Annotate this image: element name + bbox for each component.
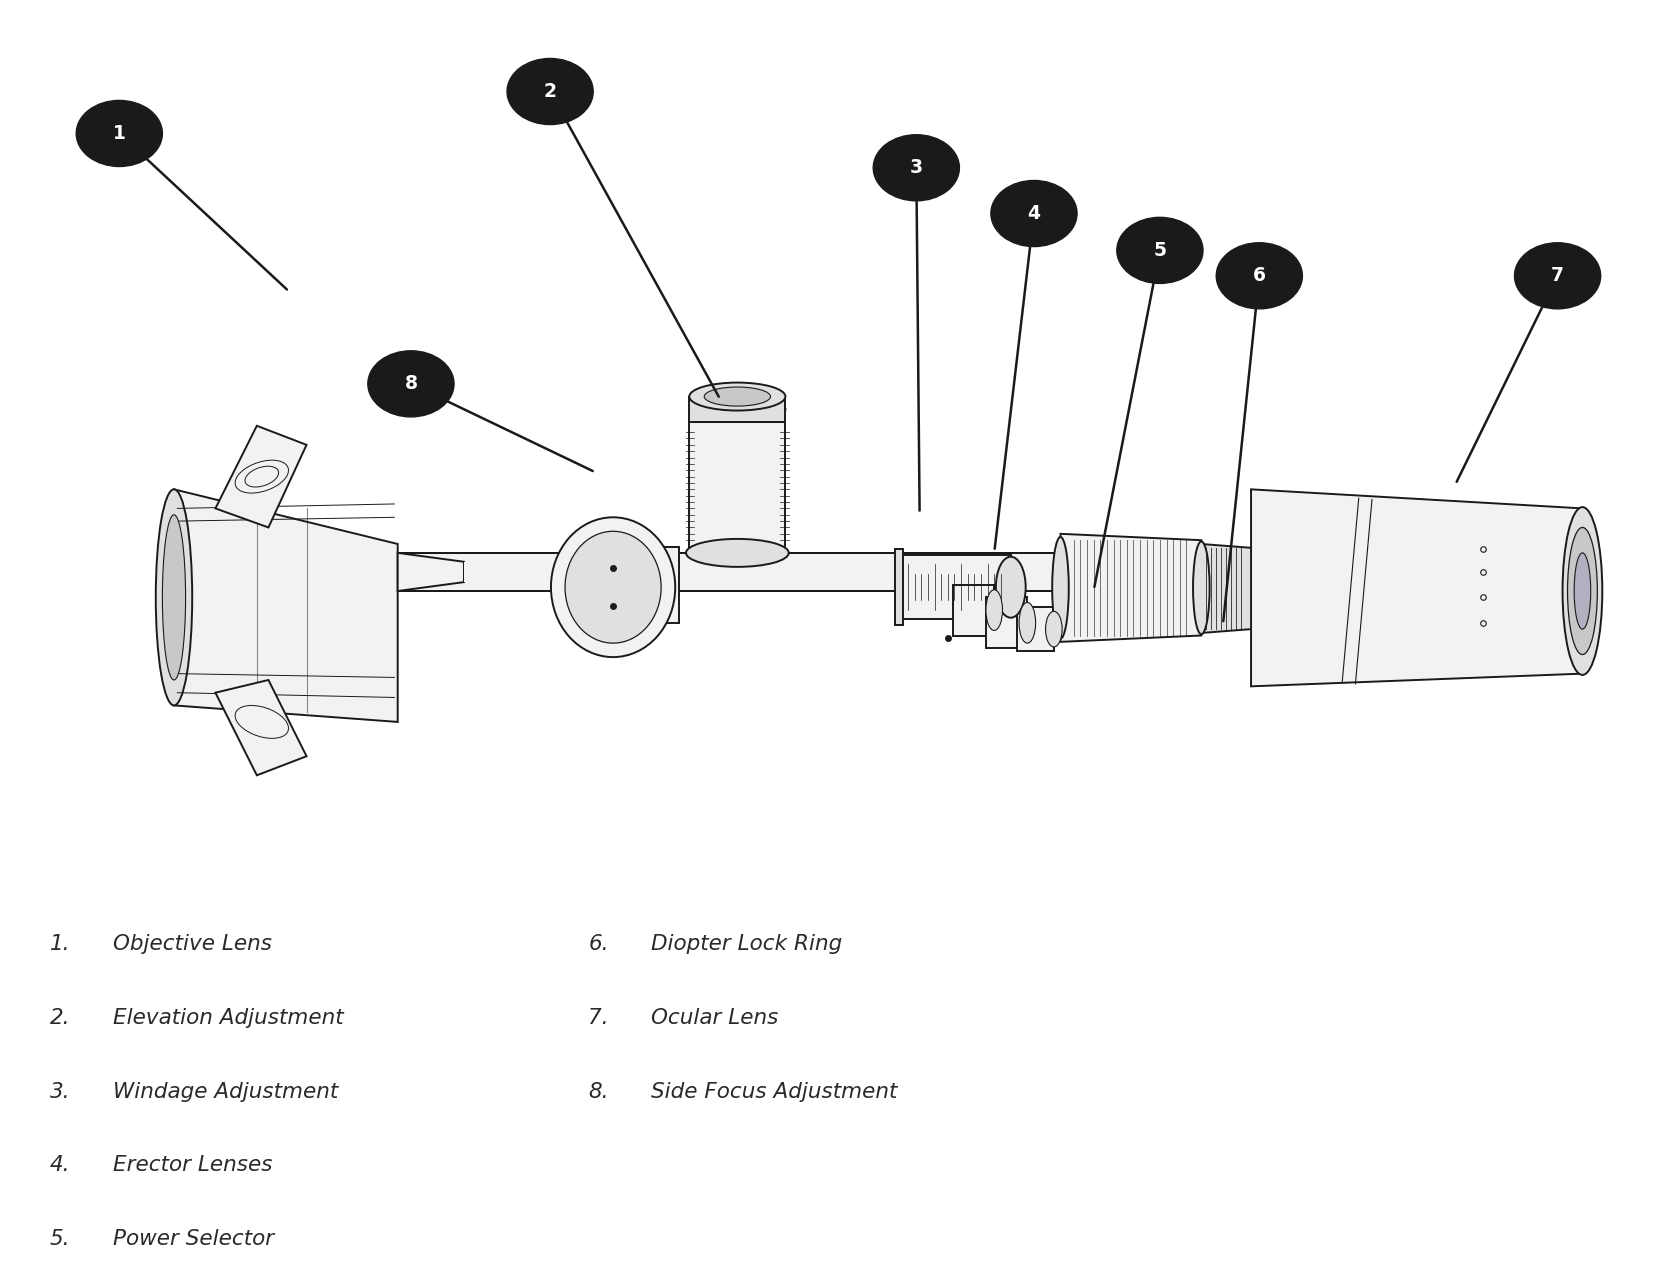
Text: 3: 3 bbox=[910, 159, 923, 177]
Text: Ocular Lens: Ocular Lens bbox=[651, 1008, 779, 1028]
Circle shape bbox=[1216, 243, 1302, 309]
Text: Side Focus Adjustment: Side Focus Adjustment bbox=[651, 1082, 898, 1102]
Ellipse shape bbox=[704, 386, 771, 407]
Polygon shape bbox=[398, 553, 1210, 591]
Ellipse shape bbox=[156, 489, 192, 705]
Text: 7: 7 bbox=[1551, 267, 1564, 285]
Text: Erector Lenses: Erector Lenses bbox=[113, 1155, 272, 1176]
Text: 6.: 6. bbox=[588, 934, 608, 955]
Circle shape bbox=[1117, 217, 1203, 283]
Text: Objective Lens: Objective Lens bbox=[113, 934, 272, 955]
Ellipse shape bbox=[686, 539, 789, 567]
Polygon shape bbox=[464, 562, 1210, 582]
Text: Windage Adjustment: Windage Adjustment bbox=[113, 1082, 338, 1102]
Ellipse shape bbox=[1046, 611, 1062, 647]
Text: Elevation Adjustment: Elevation Adjustment bbox=[113, 1008, 343, 1028]
Polygon shape bbox=[215, 680, 307, 775]
Polygon shape bbox=[986, 597, 1027, 648]
Circle shape bbox=[76, 100, 162, 167]
Polygon shape bbox=[898, 555, 1011, 619]
Text: 1.: 1. bbox=[50, 934, 70, 955]
Text: 8.: 8. bbox=[588, 1082, 608, 1102]
Ellipse shape bbox=[1563, 507, 1602, 675]
Circle shape bbox=[1514, 243, 1601, 309]
Text: 4.: 4. bbox=[50, 1155, 70, 1176]
Text: 6: 6 bbox=[1253, 267, 1266, 285]
Ellipse shape bbox=[1052, 536, 1069, 638]
Ellipse shape bbox=[1019, 602, 1036, 643]
Ellipse shape bbox=[1568, 527, 1597, 655]
Text: Power Selector: Power Selector bbox=[113, 1229, 273, 1249]
Polygon shape bbox=[953, 585, 994, 636]
Text: 4: 4 bbox=[1027, 205, 1041, 222]
Text: 3.: 3. bbox=[50, 1082, 70, 1102]
Text: Diopter Lock Ring: Diopter Lock Ring bbox=[651, 934, 842, 955]
Ellipse shape bbox=[162, 515, 186, 680]
Text: 1: 1 bbox=[113, 125, 126, 142]
Ellipse shape bbox=[996, 557, 1026, 618]
Circle shape bbox=[873, 135, 959, 201]
Ellipse shape bbox=[689, 393, 785, 425]
Text: 5.: 5. bbox=[50, 1229, 70, 1249]
Polygon shape bbox=[895, 549, 903, 625]
Polygon shape bbox=[174, 489, 398, 722]
Ellipse shape bbox=[986, 590, 1002, 630]
Polygon shape bbox=[689, 422, 785, 553]
Text: 7.: 7. bbox=[588, 1008, 608, 1028]
Circle shape bbox=[507, 58, 593, 125]
Ellipse shape bbox=[565, 531, 661, 643]
Text: 2.: 2. bbox=[50, 1008, 70, 1028]
Polygon shape bbox=[646, 547, 679, 623]
Polygon shape bbox=[1201, 544, 1251, 633]
Polygon shape bbox=[1251, 489, 1582, 686]
Polygon shape bbox=[1060, 534, 1201, 642]
Text: 2: 2 bbox=[543, 83, 557, 100]
Ellipse shape bbox=[689, 383, 785, 411]
Text: 8: 8 bbox=[404, 375, 418, 393]
Text: 5: 5 bbox=[1153, 241, 1167, 259]
Ellipse shape bbox=[1574, 553, 1591, 629]
Polygon shape bbox=[689, 397, 785, 422]
Polygon shape bbox=[398, 553, 464, 591]
Ellipse shape bbox=[550, 517, 676, 657]
Polygon shape bbox=[215, 426, 307, 527]
Circle shape bbox=[991, 180, 1077, 247]
Ellipse shape bbox=[1193, 541, 1210, 634]
Polygon shape bbox=[1017, 608, 1054, 651]
Circle shape bbox=[368, 351, 454, 417]
